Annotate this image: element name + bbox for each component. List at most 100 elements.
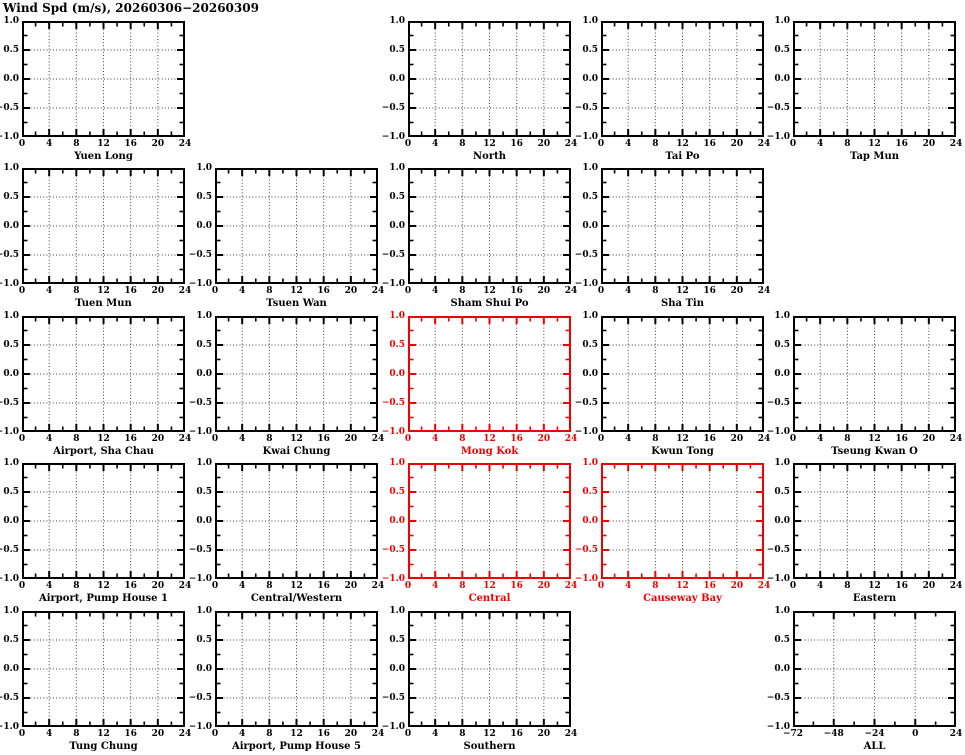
x-tick-label: 12: [290, 286, 303, 296]
x-tick-label: 4: [817, 139, 824, 149]
x-tick-label: 12: [97, 434, 110, 444]
y-tick-label: 0.5: [3, 192, 19, 202]
y-tick-label: 1.0: [3, 311, 19, 321]
x-tick-label: 20: [922, 434, 936, 444]
x-tick-label: 20: [151, 139, 165, 149]
y-tick-label: −1.0: [188, 279, 212, 289]
y-tick-label: −1.0: [0, 427, 19, 437]
panel-title: Airport, Pump House 5: [231, 741, 361, 752]
x-tick-label: −48: [823, 729, 844, 739]
x-tick-label: 12: [676, 581, 689, 591]
x-tick-label: 24: [371, 286, 385, 296]
y-tick-label: −0.5: [381, 250, 405, 260]
plot-area: [22, 168, 185, 284]
panel-all: 1.0 0.5 0.0 −0.5 −1.0 −72 −48 −24 0 24 ALL: [765, 605, 964, 755]
x-tick-label: 0: [789, 139, 797, 149]
x-tick-label: 8: [73, 286, 80, 296]
x-tick-label: 16: [703, 139, 716, 149]
x-tick-label: 8: [266, 286, 273, 296]
x-tick-label: 12: [97, 139, 110, 149]
panel-title: Eastern: [852, 593, 897, 604]
panel-title: Central/Western: [250, 593, 343, 604]
y-tick-label: 0.0: [196, 664, 212, 674]
x-tick-label: 24: [564, 139, 578, 149]
x-tick-label: 24: [178, 139, 192, 149]
x-tick-label: 24: [757, 581, 771, 591]
y-tick-label: −0.5: [574, 103, 598, 113]
panel-title: Airport, Sha Chau: [53, 446, 154, 457]
y-tick-label: 0.0: [196, 221, 212, 231]
x-tick-label: 16: [703, 581, 716, 591]
panel-airport-sha-chau: 1.0 0.5 0.0 −0.5 −1.00 4 8 12 16 20 24 Airport, Sha…: [0, 310, 193, 464]
y-tick-label: −0.5: [188, 693, 212, 703]
x-tick-label: 0: [789, 434, 797, 444]
x-tick-label: 4: [46, 139, 53, 149]
y-tick-label: 0.0: [3, 664, 19, 674]
x-tick-label: 0: [597, 286, 605, 296]
plot-area: [22, 611, 185, 727]
x-tick-label: 4: [46, 286, 53, 296]
x-tick-label: 0: [789, 581, 797, 591]
y-tick-label: 0.5: [196, 635, 212, 645]
y-tick-label: 1.0: [774, 606, 790, 616]
chart-title: Wind Spd (m/s), 20260306−20260309: [3, 1, 259, 15]
panel-sham-shui-po: 1.0 0.5 0.0 −0.5 −1.0 0 4 8 12 16 20 24 Sham Shui Po: [380, 162, 579, 316]
x-tick-label: 24: [371, 581, 385, 591]
y-tick-label: −0.5: [381, 693, 405, 703]
x-tick-label: 0: [404, 286, 412, 296]
x-tick-label: 8: [459, 729, 466, 739]
y-tick-label: −0.5: [0, 693, 19, 703]
x-tick-label: 8: [844, 139, 851, 149]
y-tick-label: −1.0: [574, 574, 598, 584]
y-tick-label: 0.5: [774, 635, 790, 645]
panel-tai-po: 1.0 0.5 0.0 −0.5 −1.0 0 4 8 12 16 20 24 Tai Po: [573, 15, 772, 169]
panel-title: Sha Tin: [661, 298, 704, 309]
x-tick-label: 16: [124, 286, 137, 296]
y-tick-label: 1.0: [389, 163, 405, 173]
x-tick-label: 16: [703, 286, 716, 296]
y-tick-label: 1.0: [389, 16, 405, 26]
x-tick-label: 0: [404, 434, 412, 444]
x-tick-label: −72: [782, 729, 804, 739]
x-tick-label: 0: [18, 434, 26, 444]
x-tick-label: 0: [912, 729, 919, 739]
plot-area: [601, 316, 764, 432]
x-tick-label: 24: [757, 286, 771, 296]
plot-area: [22, 21, 185, 137]
x-tick-label: 20: [922, 581, 936, 591]
plot-area: [215, 463, 378, 579]
y-tick-label: −0.5: [574, 398, 598, 408]
x-tick-label: 24: [949, 729, 963, 739]
plot-area: [601, 168, 764, 284]
x-tick-label: 0: [404, 729, 412, 739]
x-tick-label: 12: [483, 729, 496, 739]
y-tick-label: 1.0: [196, 311, 212, 321]
x-tick-label: 16: [124, 729, 137, 739]
x-tick-label: 24: [949, 139, 963, 149]
y-tick-label: 0.5: [3, 45, 19, 55]
panel-tseung-kwan-o: 1.0 0.5 0.0 −0.5 −1.0 0 4 8 12 16 20 24 Tseung Kwan …: [765, 310, 964, 464]
x-tick-label: 12: [97, 729, 110, 739]
x-tick-label: 8: [652, 286, 659, 296]
x-tick-label: 0: [211, 581, 219, 591]
x-tick-label: 16: [124, 139, 137, 149]
y-tick-label: 1.0: [196, 163, 212, 173]
x-tick-label: 8: [844, 581, 851, 591]
x-tick-label: 0: [211, 286, 219, 296]
y-tick-label: 0.0: [774, 664, 790, 674]
x-tick-label: 8: [266, 581, 273, 591]
panel-title: Kwai Chung: [262, 446, 331, 457]
y-tick-label: 1.0: [582, 458, 598, 468]
y-tick-label: −1.0: [188, 574, 212, 584]
plot-area: [601, 463, 764, 579]
plot-area: [215, 316, 378, 432]
y-tick-label: −0.5: [766, 545, 790, 555]
panel-tung-chung: 1.0 0.5 0.0 −0.5 −1.00 4 8 12 16 20 24 Tung Chung: [0, 605, 193, 755]
panel-title: Mong Kok: [460, 446, 519, 457]
x-tick-label: 24: [178, 581, 192, 591]
plot-area: [793, 21, 956, 137]
x-tick-label: 4: [432, 139, 439, 149]
x-tick-label: 24: [371, 434, 385, 444]
x-tick-label: 8: [266, 729, 273, 739]
